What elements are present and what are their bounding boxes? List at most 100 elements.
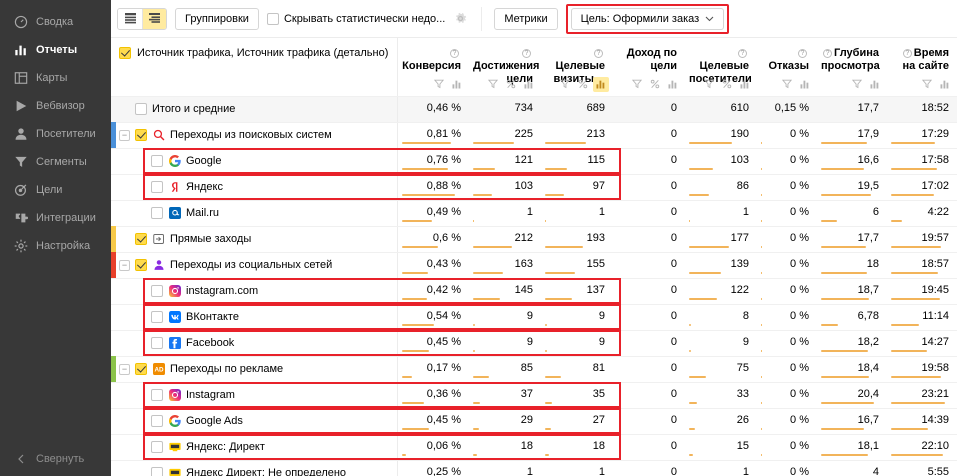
report-table-container[interactable]: Источник трафика, Источник трафика (дета…	[111, 38, 957, 476]
tree-view-icon[interactable]	[142, 8, 166, 29]
help-icon[interactable]: ?	[823, 49, 833, 58]
metric-column-header-6[interactable]: ? Глубина просмотра	[817, 38, 887, 97]
dimension-cell[interactable]: Facebook	[111, 330, 398, 357]
table-row[interactable]: Прямые заходы 0,6 % 212 193 0 177 0 % 17,7 19:57	[111, 226, 957, 253]
row-checkbox[interactable]	[135, 129, 147, 141]
dimension-cell[interactable]: − Переходы из социальных сетей	[111, 252, 398, 279]
metric-column-header-2[interactable]: ?Целевые визиты ▼	[541, 38, 613, 97]
dimension-cell[interactable]: Instagram	[111, 382, 398, 409]
chart-icon[interactable]	[521, 77, 537, 92]
metric-column-header-5[interactable]: ? Отказы	[757, 38, 817, 97]
percent-icon[interactable]	[575, 77, 591, 92]
table-row[interactable]: − Переходы из поисковых систем 0,81 % 225 21…	[111, 122, 957, 149]
table-row[interactable]: Facebook 0,45 % 9 9 0 9 0 % 18,2 14:27	[111, 330, 957, 357]
row-checkbox[interactable]	[151, 415, 163, 427]
chart-icon[interactable]	[665, 77, 681, 92]
goal-selector-button[interactable]: Цель: Оформили заказ	[570, 7, 725, 30]
row-checkbox[interactable]	[151, 311, 163, 323]
dimension-cell[interactable]: − AD Переходы по рекламе	[111, 356, 398, 383]
table-row[interactable]: Mail.ru 0,49 % 1 1 0 1 0 % 6 4:22	[111, 200, 957, 227]
row-checkbox[interactable]	[151, 155, 163, 167]
row-checkbox[interactable]	[135, 103, 147, 115]
table-row[interactable]: instagram.com 0,42 % 145 137 0 122 0 % 18,7 19:4…	[111, 278, 957, 305]
row-checkbox[interactable]	[135, 259, 147, 271]
filter-icon[interactable]	[849, 77, 865, 92]
help-icon[interactable]: ?	[522, 49, 531, 58]
row-checkbox[interactable]	[151, 441, 163, 453]
dimension-cell[interactable]: Яндекс Директ: Не определено	[111, 460, 398, 476]
percent-icon[interactable]	[719, 77, 735, 92]
gear-icon[interactable]	[453, 11, 469, 27]
sidebar-item-2[interactable]: Карты	[0, 64, 111, 92]
filter-icon[interactable]	[431, 77, 447, 92]
dimension-column-header[interactable]: Источник трафика, Источник трафика (дета…	[111, 38, 398, 97]
table-row[interactable]: Яндекс 0,88 % 103 97 0 86 0 % 19,5 17:02	[111, 174, 957, 201]
dimension-cell[interactable]: instagram.com	[111, 278, 398, 305]
table-row[interactable]: Google Ads 0,45 % 29 27 0 26 0 % 16,7 14:39	[111, 408, 957, 435]
dimension-cell[interactable]: Google Ads	[111, 408, 398, 435]
table-view-icon[interactable]	[118, 8, 142, 29]
sidebar-item-8[interactable]: Настройка	[0, 232, 111, 260]
help-icon[interactable]: ?	[902, 49, 912, 58]
hide-insignificant-checkbox[interactable]: Скрывать статистически недо...	[266, 12, 445, 25]
filter-icon[interactable]	[779, 77, 795, 92]
filter-icon[interactable]	[919, 77, 935, 92]
dimension-cell[interactable]: ВКонтакте	[111, 304, 398, 331]
dimension-cell[interactable]: Mail.ru	[111, 200, 398, 227]
filter-icon[interactable]	[485, 77, 501, 92]
percent-icon[interactable]	[647, 77, 663, 92]
metric-column-header-1[interactable]: ?Достижения цели	[469, 38, 541, 97]
percent-icon[interactable]	[503, 77, 519, 92]
chart-icon[interactable]	[449, 77, 465, 92]
sidebar-collapse-button[interactable]: Свернуть	[0, 452, 84, 466]
metric-column-header-0[interactable]: ? Конверсия	[397, 38, 469, 97]
help-icon[interactable]: ?	[738, 49, 747, 58]
help-icon[interactable]: ?	[594, 49, 603, 58]
view-mode-switch[interactable]	[117, 7, 167, 30]
dimension-cell[interactable]: Яндекс: Директ	[111, 434, 398, 461]
table-row[interactable]: Instagram 0,36 % 37 35 0 33 0 % 20,4 23:21	[111, 382, 957, 409]
table-row[interactable]: ВКонтакте 0,54 % 9 9 0 8 0 % 6,78 11:14	[111, 304, 957, 331]
row-expander[interactable]: −	[119, 363, 130, 375]
metric-column-header-7[interactable]: ? Время на сайте	[887, 38, 957, 97]
chart-icon[interactable]	[937, 77, 953, 92]
sidebar-item-7[interactable]: Интеграции	[0, 204, 111, 232]
filter-icon[interactable]	[629, 77, 645, 92]
dimension-cell[interactable]: Итого и средние	[111, 96, 398, 123]
chart-icon[interactable]	[593, 76, 609, 92]
help-icon[interactable]: ?	[450, 49, 459, 58]
row-checkbox[interactable]	[151, 389, 163, 401]
row-checkbox[interactable]	[151, 467, 163, 476]
filter-icon[interactable]	[701, 77, 717, 92]
sidebar-item-6[interactable]: Цели	[0, 176, 111, 204]
row-checkbox[interactable]	[151, 285, 163, 297]
chart-icon[interactable]	[867, 77, 883, 92]
row-expander[interactable]: −	[119, 129, 130, 141]
row-checkbox[interactable]	[135, 363, 147, 375]
table-row[interactable]: Яндекс Директ: Не определено 0,25 % 1 1 0 1 0 …	[111, 460, 957, 476]
dimension-cell[interactable]: Google	[111, 148, 398, 175]
sidebar-item-0[interactable]: Сводка	[0, 8, 111, 36]
dimension-cell[interactable]: Прямые заходы	[111, 226, 398, 253]
filter-icon[interactable]	[557, 77, 573, 92]
sidebar-item-4[interactable]: Посетители	[0, 120, 111, 148]
table-row[interactable]: Итого и средние 0,46 % 734 689 0 610 0,15 % 17,…	[111, 96, 957, 123]
select-all-checkbox[interactable]	[119, 47, 131, 59]
chart-icon[interactable]	[737, 77, 753, 92]
table-row[interactable]: Google 0,76 % 121 115 0 103 0 % 16,6 17:58	[111, 148, 957, 175]
groupings-button[interactable]: Группировки	[175, 7, 259, 30]
row-checkbox[interactable]	[151, 337, 163, 349]
table-row[interactable]: − AD Переходы по рекламе 0,17 % 85 81 0 75 0 % 18…	[111, 356, 957, 383]
row-expander[interactable]: −	[119, 259, 130, 271]
chart-icon[interactable]	[797, 77, 813, 92]
metric-column-header-4[interactable]: ? Целевые посетители	[685, 38, 757, 97]
sidebar-item-3[interactable]: Вебвизор	[0, 92, 111, 120]
sidebar-item-1[interactable]: Отчеты	[0, 36, 111, 64]
sidebar-item-5[interactable]: Сегменты	[0, 148, 111, 176]
table-row[interactable]: Яндекс: Директ 0,06 % 18 18 0 15 0 % 18,1 22:10	[111, 434, 957, 461]
row-checkbox[interactable]	[135, 233, 147, 245]
row-checkbox[interactable]	[151, 207, 163, 219]
metric-column-header-3[interactable]: Доход по цели	[613, 38, 685, 97]
dimension-cell[interactable]: − Переходы из поисковых систем	[111, 122, 398, 149]
table-row[interactable]: − Переходы из социальных сетей 0,43 % 163 15…	[111, 252, 957, 279]
